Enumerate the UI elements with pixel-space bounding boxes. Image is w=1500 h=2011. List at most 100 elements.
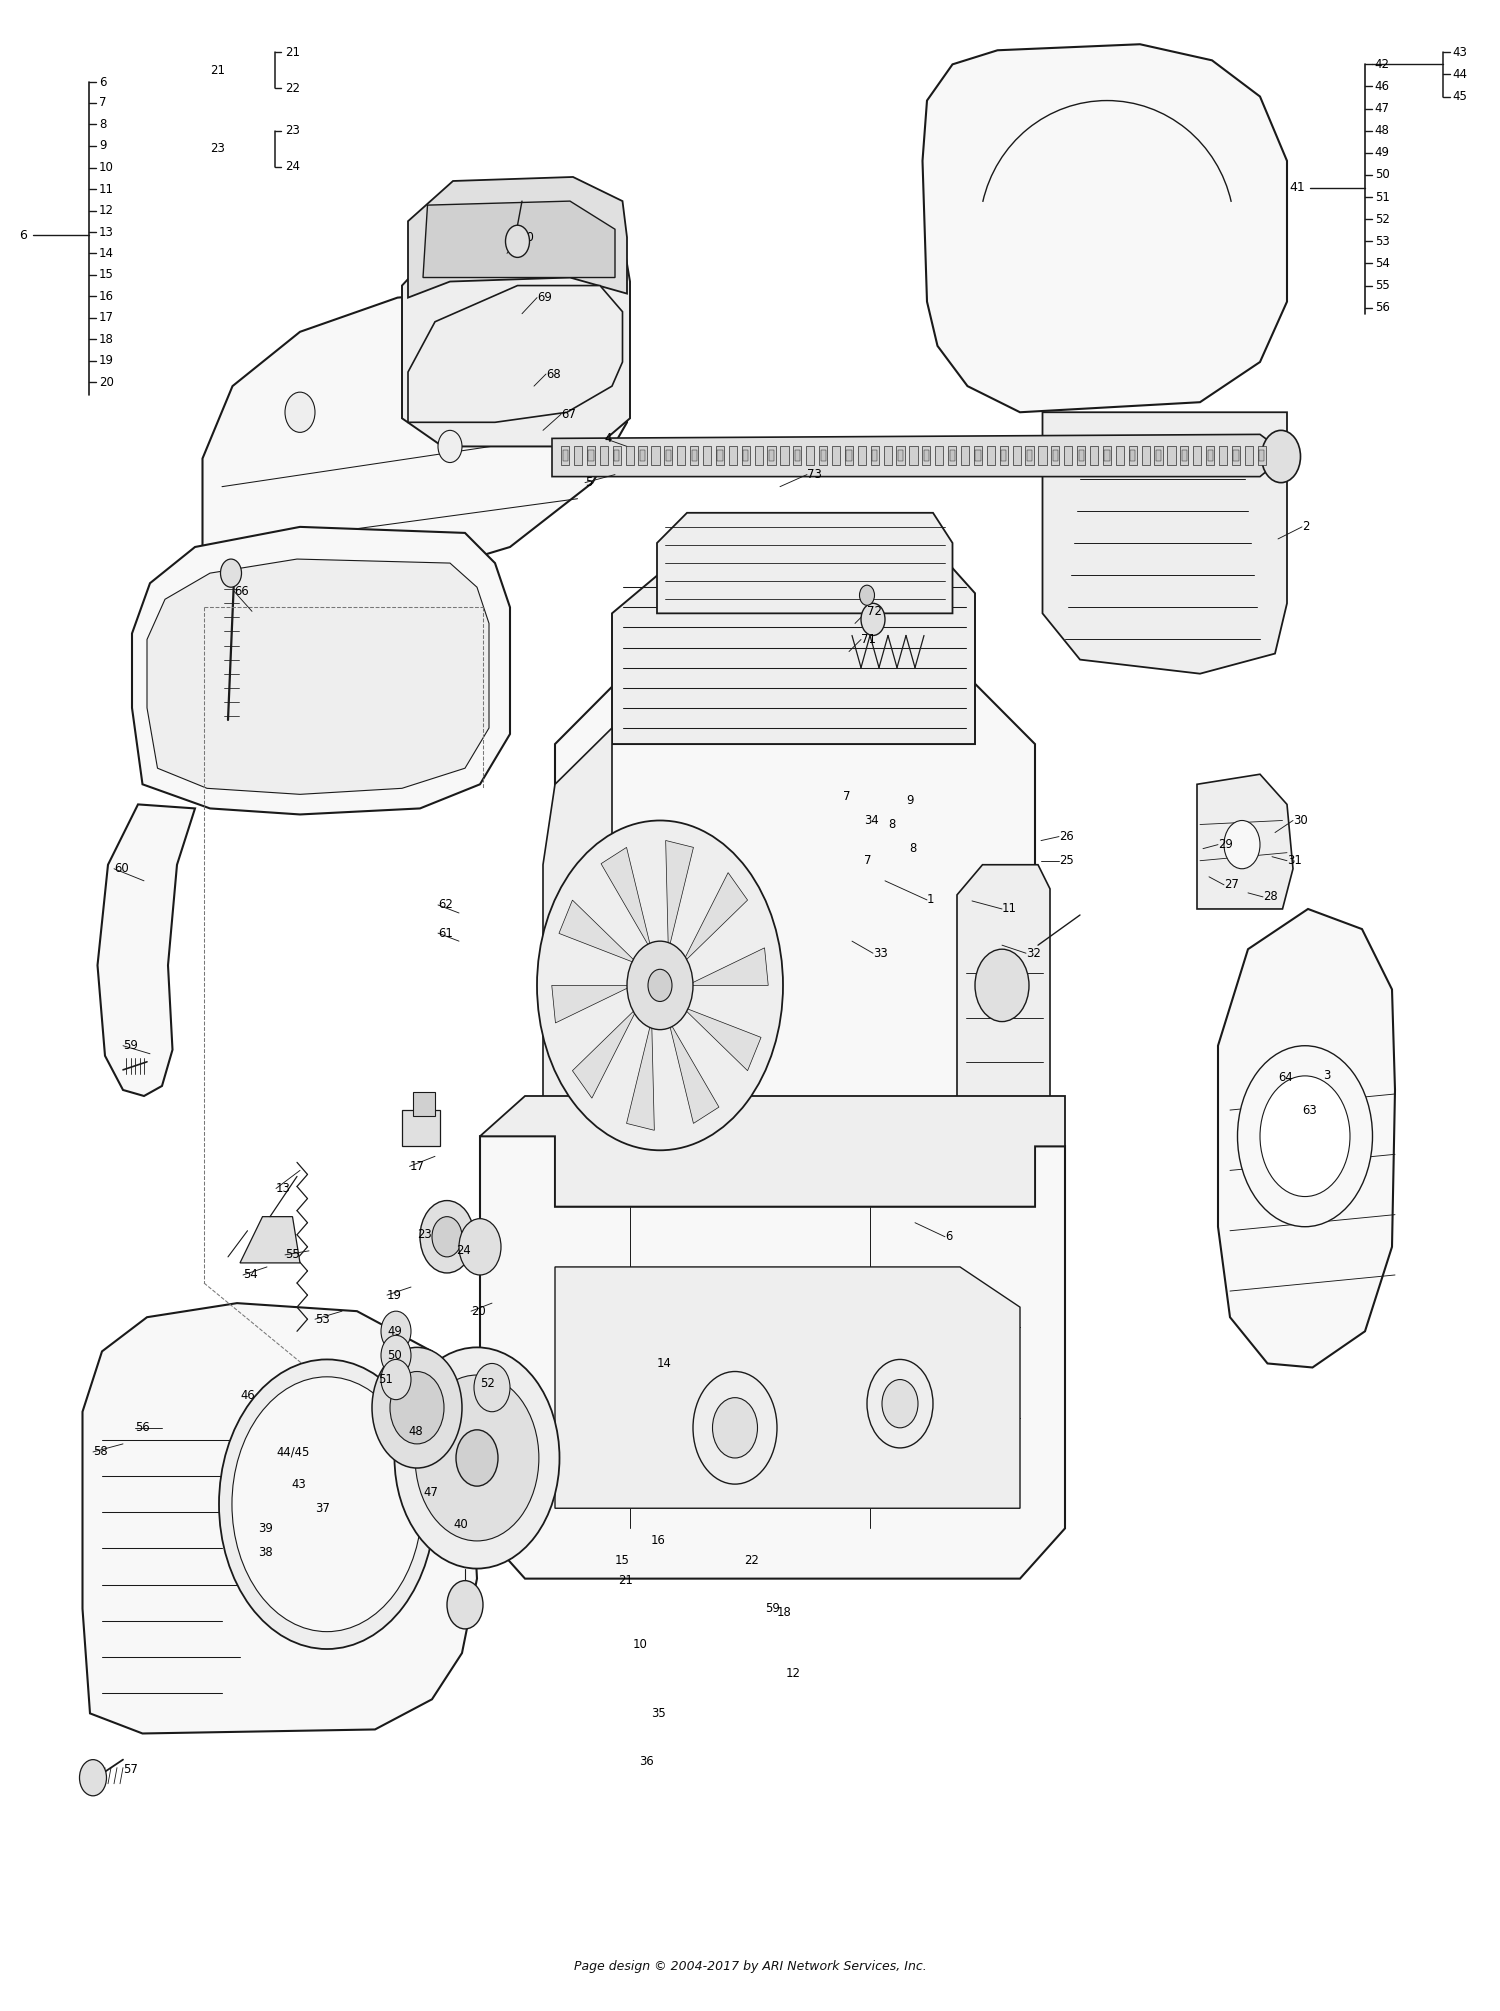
Text: 46: 46 [240,1390,255,1402]
Text: 18: 18 [777,1607,792,1619]
Polygon shape [682,1008,760,1070]
Text: 7: 7 [843,790,850,802]
Bar [586,446,596,465]
Text: 52: 52 [480,1378,495,1390]
Circle shape [459,1219,501,1275]
Bar [871,450,877,461]
Text: 23: 23 [417,1229,432,1241]
Polygon shape [82,1303,477,1733]
Bar [833,446,840,465]
Circle shape [975,949,1029,1022]
Text: 22: 22 [285,82,300,95]
Polygon shape [132,527,510,814]
Circle shape [537,820,783,1150]
Circle shape [372,1347,462,1468]
Bar [1102,446,1112,465]
Text: 45: 45 [1452,90,1467,103]
Circle shape [474,1363,510,1412]
Text: 64: 64 [1278,1072,1293,1084]
Bar [821,450,825,461]
Bar [999,446,1008,465]
Bar [975,450,981,461]
Bar [716,446,724,465]
Circle shape [420,1201,474,1273]
Text: 23: 23 [210,143,225,155]
Text: 11: 11 [99,183,114,195]
Polygon shape [687,947,768,985]
Text: 21: 21 [210,64,225,76]
Text: 50: 50 [1374,169,1389,181]
Bar [262,1502,308,1559]
Text: 63: 63 [1302,1104,1317,1116]
Polygon shape [682,873,747,963]
Text: 18: 18 [99,334,114,346]
Bar [614,450,620,461]
Text: 51: 51 [1374,191,1389,203]
Bar [664,446,672,465]
Text: 32: 32 [1026,947,1041,959]
Text: 3: 3 [1323,1070,1330,1082]
Polygon shape [543,728,612,1207]
Text: 52: 52 [1374,213,1389,225]
Text: 31: 31 [1287,855,1302,867]
Text: 1: 1 [927,893,934,907]
Bar [692,450,696,461]
Text: 68: 68 [546,368,561,380]
Text: 7: 7 [99,97,106,109]
Bar [806,446,814,465]
Text: 13: 13 [99,225,114,239]
Bar [898,450,903,461]
Text: 12: 12 [786,1667,801,1679]
Text: 19: 19 [387,1289,402,1301]
Bar [1104,450,1110,461]
Polygon shape [552,985,633,1024]
Circle shape [381,1311,411,1351]
Text: 57: 57 [123,1764,138,1776]
Bar [742,450,748,461]
Text: 59: 59 [765,1603,780,1615]
Bar [1180,446,1188,465]
Text: 28: 28 [1263,891,1278,903]
Polygon shape [423,201,615,278]
Bar [413,1092,435,1116]
Text: Page design © 2004-2017 by ARI Network Services, Inc.: Page design © 2004-2017 by ARI Network S… [573,1961,927,1973]
Polygon shape [957,865,1050,1126]
Polygon shape [560,901,638,963]
Bar [1064,446,1072,465]
Bar [1038,446,1047,465]
Bar [1192,446,1202,465]
Bar [1257,446,1266,465]
Bar [626,446,633,465]
Bar [1000,450,1006,461]
Text: 24: 24 [456,1245,471,1257]
Polygon shape [480,1096,1065,1207]
Text: 72: 72 [867,605,882,617]
Bar [1208,450,1212,461]
Text: 39: 39 [258,1522,273,1534]
Circle shape [394,1347,560,1569]
Text: 41: 41 [1288,181,1305,195]
Text: 55: 55 [1374,280,1389,292]
Text: 7: 7 [864,855,871,867]
Polygon shape [1197,774,1293,909]
Bar [1167,446,1176,465]
Text: 17: 17 [410,1160,424,1172]
Text: 46: 46 [1374,80,1389,93]
Bar [741,446,750,465]
Circle shape [712,1398,758,1458]
Bar [640,450,645,461]
Text: 37: 37 [315,1502,330,1514]
Bar [1130,450,1136,461]
Polygon shape [318,1484,378,1532]
Text: ARI: ARI [633,967,867,1084]
Bar [1232,446,1240,465]
Polygon shape [573,1008,638,1098]
Text: 49: 49 [387,1325,402,1337]
Bar [897,446,904,465]
Text: 8: 8 [99,119,106,131]
Text: 60: 60 [114,863,129,875]
Bar [1156,450,1161,461]
Text: 55: 55 [285,1249,300,1261]
Bar [402,1110,439,1146]
Text: 20: 20 [99,376,114,388]
